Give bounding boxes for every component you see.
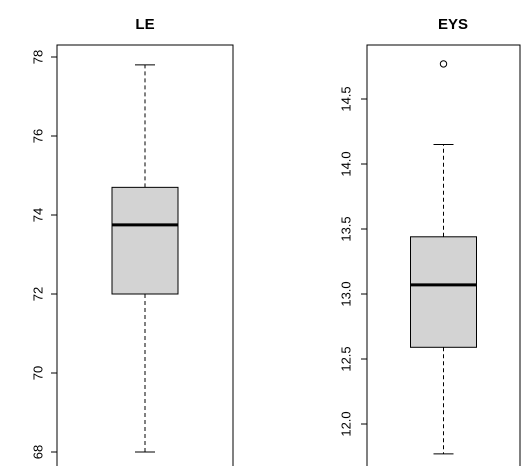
chart-title: EYS xyxy=(438,16,468,33)
y-tick-label: 14.0 xyxy=(339,151,354,176)
y-tick-label: 13.5 xyxy=(339,216,354,241)
interquartile-box xyxy=(111,186,179,295)
y-tick-label: 76 xyxy=(31,129,46,143)
interquartile-box xyxy=(410,236,477,348)
y-tick-label: 12.0 xyxy=(339,411,354,436)
y-tick-label: 74 xyxy=(31,208,46,222)
y-tick-label: 72 xyxy=(31,287,46,301)
y-tick-label: 13.0 xyxy=(339,281,354,306)
outlier-point xyxy=(439,60,448,68)
y-tick-label: 70 xyxy=(31,366,46,380)
y-tick-label: 78 xyxy=(31,50,46,64)
plot-frame xyxy=(366,44,521,466)
y-tick-label: 14.5 xyxy=(339,86,354,111)
y-tick-label: 68 xyxy=(31,445,46,459)
chart-title: LE xyxy=(135,16,154,33)
y-tick-label: 12.5 xyxy=(339,346,354,371)
plot-frame xyxy=(56,44,234,466)
